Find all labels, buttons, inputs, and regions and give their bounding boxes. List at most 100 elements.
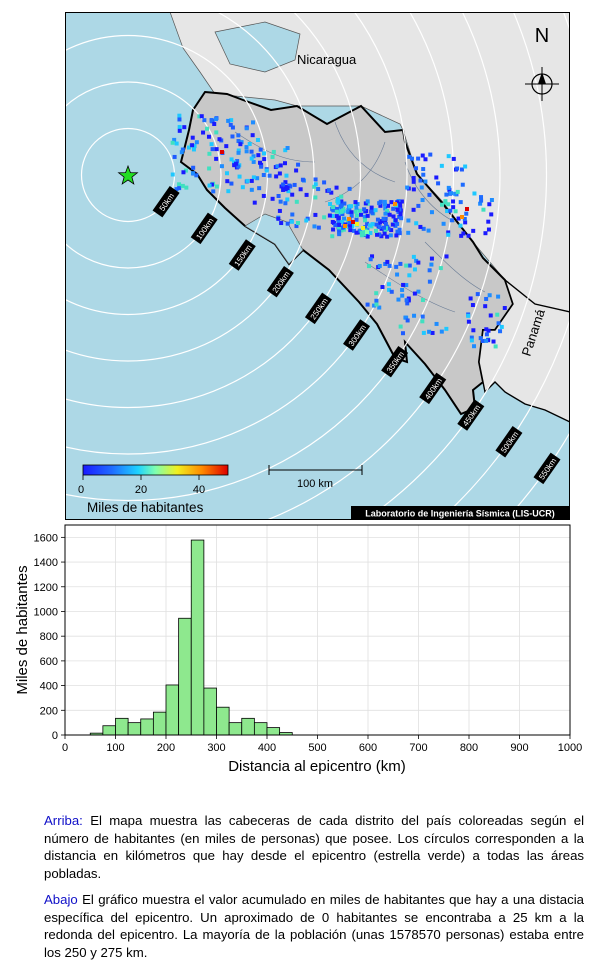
district-cell: [394, 233, 399, 238]
district-cell: [191, 165, 196, 170]
district-cell: [177, 125, 182, 130]
district-cell: [369, 205, 374, 210]
y-tick-label: 1000: [34, 606, 58, 618]
district-cell: [187, 145, 192, 150]
district-cell: [258, 147, 263, 152]
district-cell: [298, 187, 303, 192]
district-cell: [236, 133, 241, 138]
district-cell: [336, 200, 341, 205]
district-cell: [277, 208, 282, 213]
district-cell: [459, 233, 464, 238]
x-tick-label: 600: [359, 742, 377, 754]
district-cell: [478, 336, 483, 341]
caption: Arriba: El mapa muestra las cabeceras de…: [44, 812, 584, 970]
district-cell: [421, 330, 426, 335]
district-cell: [177, 128, 182, 133]
district-cell: [244, 145, 249, 150]
histogram-bar: [253, 722, 268, 736]
district-cell: [278, 163, 283, 168]
district-cell: [339, 209, 344, 214]
district-cell: [405, 318, 410, 323]
district-cell: [411, 254, 416, 259]
district-cell: [249, 156, 254, 161]
district-cell: [294, 224, 299, 229]
district-cell: [355, 202, 360, 207]
district-cell: [340, 211, 345, 216]
district-cell: [313, 212, 318, 217]
district-cell: [235, 159, 240, 164]
district-cell: [464, 211, 469, 216]
district-cell: [326, 188, 331, 193]
district-cell: [322, 180, 327, 185]
district-cell: [491, 339, 496, 344]
district-cell: [210, 147, 215, 152]
district-cell-dense: [343, 224, 347, 228]
district-cell: [313, 177, 318, 182]
district-cell: [423, 179, 428, 184]
district-cell: [358, 228, 363, 233]
district-cell: [456, 216, 461, 221]
district-cell: [202, 118, 207, 123]
credit-label: Laboratorio de Ingeniería Sísmica (LIS-U…: [365, 509, 555, 519]
district-cell: [348, 223, 353, 228]
district-cell: [434, 175, 439, 180]
district-cell: [400, 293, 405, 298]
district-cell: [390, 222, 395, 227]
district-cell: [416, 260, 421, 265]
district-cell: [394, 264, 399, 269]
district-cell: [411, 187, 416, 192]
district-cell: [483, 304, 488, 309]
district-cell: [256, 153, 261, 158]
district-cell: [337, 222, 342, 227]
panama-landmass: [478, 277, 570, 423]
district-cell: [172, 154, 177, 159]
district-cell: [190, 143, 195, 148]
district-cell: [284, 173, 289, 178]
x-tick-label: 300: [207, 742, 225, 754]
district-cell: [296, 221, 301, 226]
district-cell: [388, 233, 393, 238]
y-tick-label: 600: [40, 656, 58, 668]
district-cell: [192, 144, 197, 149]
district-cell: [472, 191, 477, 196]
district-cell: [331, 227, 336, 232]
district-cell: [352, 228, 357, 233]
district-cell: [236, 148, 241, 153]
district-cell: [328, 201, 333, 206]
district-cell: [322, 215, 327, 220]
district-cell: [395, 229, 400, 234]
district-cell: [199, 114, 204, 119]
district-cell: [378, 203, 383, 208]
district-cell: [385, 234, 390, 239]
district-cell: [453, 191, 458, 196]
x-tick-label: 700: [409, 742, 427, 754]
map-frame: [65, 12, 570, 520]
district-cell: [281, 187, 286, 192]
district-cell: [374, 222, 379, 227]
district-cell: [271, 149, 276, 154]
district-cell: [397, 227, 402, 232]
histogram-bar: [190, 539, 205, 736]
district-cell: [346, 207, 351, 212]
district-cell: [498, 329, 503, 334]
district-cell: [363, 225, 368, 230]
north-arrow-icon: [525, 67, 559, 101]
district-cell: [170, 172, 175, 177]
district-cell: [365, 213, 370, 218]
x-tick-label: 0: [62, 742, 68, 754]
district-cell: [359, 230, 364, 235]
district-cell: [398, 201, 403, 206]
district-cell: [249, 187, 254, 192]
district-cell: [446, 185, 451, 190]
district-cell: [496, 321, 501, 326]
district-cell: [209, 142, 214, 147]
district-cell: [285, 186, 290, 191]
distance-ring: [65, 34, 269, 316]
district-cell: [354, 206, 359, 211]
x-tick-label: 1000: [558, 742, 582, 754]
district-cell: [296, 162, 301, 167]
district-cell-dense: [351, 220, 355, 224]
district-cell: [449, 191, 454, 196]
district-cell: [487, 202, 492, 207]
district-cell: [194, 140, 199, 145]
